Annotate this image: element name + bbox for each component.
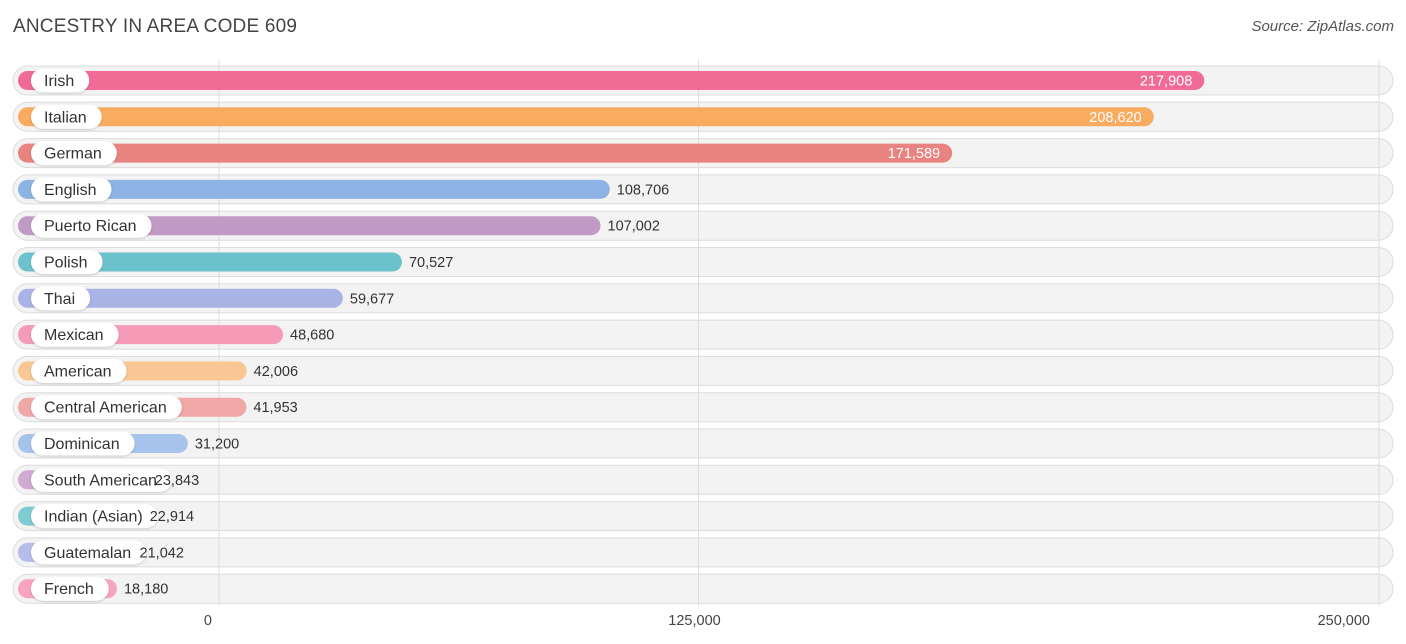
category-label: Puerto Rican bbox=[44, 218, 137, 235]
category-label: Polish bbox=[44, 255, 88, 272]
chart-title: ANCESTRY IN AREA CODE 609 bbox=[13, 16, 298, 37]
bar-start-dot bbox=[20, 509, 34, 524]
category-label-pill bbox=[31, 322, 119, 347]
category-label-pill bbox=[31, 177, 112, 202]
bar-start-dot bbox=[20, 109, 34, 124]
category-label: Dominican bbox=[44, 436, 120, 453]
category-label-pill bbox=[31, 504, 158, 529]
value-label: 21,042 bbox=[140, 545, 184, 561]
bar-start-dot bbox=[20, 73, 34, 88]
bar bbox=[18, 179, 610, 199]
category-label: Central American bbox=[44, 400, 167, 417]
value-label: 23,843 bbox=[155, 473, 199, 489]
value-label: 171,589 bbox=[888, 146, 940, 162]
category-label: Irish bbox=[44, 73, 74, 90]
bar-start-dot bbox=[20, 363, 34, 378]
category-label: English bbox=[44, 182, 96, 199]
category-label-pill bbox=[31, 431, 135, 456]
bar bbox=[18, 71, 1205, 90]
x-tick-label: 250,000 bbox=[1318, 613, 1370, 629]
category-label-pill bbox=[31, 358, 127, 383]
value-label: 31,200 bbox=[195, 437, 239, 453]
bar bbox=[18, 107, 1154, 127]
value-label: 22,914 bbox=[150, 509, 194, 525]
bar-start-dot bbox=[20, 182, 34, 197]
category-label-pill bbox=[31, 576, 109, 601]
bar bbox=[18, 288, 343, 308]
bar bbox=[18, 143, 953, 163]
bar bbox=[18, 216, 601, 236]
x-tick-label: 125,000 bbox=[668, 613, 720, 629]
category-label: Indian (Asian) bbox=[44, 509, 143, 526]
row-background bbox=[12, 319, 1394, 350]
category-label: American bbox=[44, 363, 112, 380]
category-label-pill bbox=[31, 286, 91, 311]
bar bbox=[18, 252, 402, 272]
row-background bbox=[12, 501, 1394, 532]
category-label-pill bbox=[31, 395, 182, 420]
bar-start-dot bbox=[20, 436, 34, 451]
value-label: 107,002 bbox=[608, 219, 660, 235]
category-label: Thai bbox=[44, 291, 75, 308]
row-background bbox=[12, 392, 1394, 423]
value-label: 208,620 bbox=[1089, 110, 1141, 126]
value-label: 217,908 bbox=[1140, 74, 1192, 90]
bar-start-dot bbox=[20, 255, 34, 269]
row-background bbox=[12, 573, 1394, 604]
value-label: 18,180 bbox=[124, 582, 168, 598]
value-label: 70,527 bbox=[409, 255, 453, 271]
row-background bbox=[12, 537, 1394, 568]
bar-start-dot bbox=[20, 218, 34, 233]
row-background bbox=[12, 355, 1394, 386]
bar-start-dot bbox=[20, 291, 34, 306]
category-label-pill bbox=[31, 540, 147, 565]
bar-start-dot bbox=[20, 146, 34, 161]
x-tick-label: 0 bbox=[204, 613, 212, 629]
value-label: 59,677 bbox=[350, 291, 394, 307]
category-label-pill bbox=[31, 467, 172, 492]
bar-start-dot bbox=[20, 545, 34, 560]
bar-start-dot bbox=[20, 472, 34, 487]
category-label-pill bbox=[31, 250, 103, 274]
row-background bbox=[12, 428, 1394, 459]
category-label: French bbox=[44, 581, 94, 598]
bar-start-dot bbox=[20, 581, 34, 596]
category-label-pill bbox=[31, 68, 90, 93]
value-label: 41,953 bbox=[253, 400, 297, 416]
source-credit: Source: ZipAtlas.com bbox=[1251, 18, 1394, 35]
value-label: 108,706 bbox=[617, 182, 669, 198]
category-label: Guatemalan bbox=[44, 545, 131, 562]
category-label: South American bbox=[44, 472, 157, 489]
category-label-pill bbox=[31, 141, 117, 166]
category-label: German bbox=[44, 146, 102, 163]
category-label: Mexican bbox=[44, 327, 104, 344]
row-background bbox=[12, 283, 1394, 314]
bar-start-dot bbox=[20, 400, 34, 415]
category-label: Italian bbox=[44, 109, 87, 126]
value-label: 48,680 bbox=[290, 328, 334, 344]
value-label: 42,006 bbox=[254, 364, 298, 380]
bar-start-dot bbox=[20, 327, 34, 342]
row-background bbox=[12, 464, 1394, 495]
category-label-pill bbox=[31, 213, 152, 238]
category-label-pill bbox=[31, 104, 102, 129]
